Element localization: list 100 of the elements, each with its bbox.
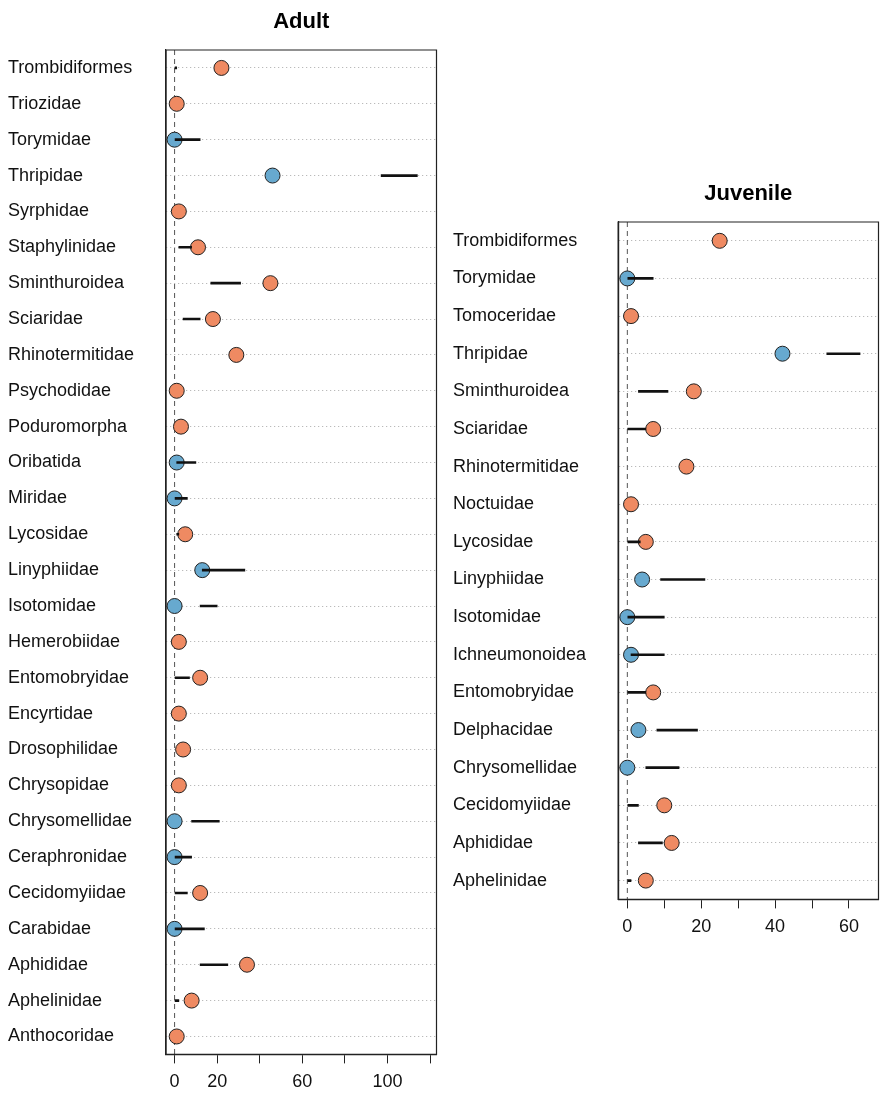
point (685, 383, 702, 400)
point (166, 920, 183, 937)
y-tick-label: Cecidomyiidae (453, 794, 572, 815)
y-tick-label: Isotomidae (453, 606, 542, 627)
bar (174, 999, 180, 1002)
y-tick-label: Entomobryidae (8, 666, 130, 687)
y-tick-label: Delphacidae (453, 719, 554, 740)
y-tick-label: Ichneumonoidea (453, 643, 588, 664)
y-tick-label: Linyphiidae (453, 568, 545, 589)
point (175, 741, 192, 758)
point (183, 992, 200, 1009)
point (192, 884, 209, 901)
point (170, 777, 187, 794)
y-tick-label: Aphelinidae (8, 989, 103, 1010)
y-tick-label: Drosophilidae (8, 738, 119, 759)
y-tick-label: Thripidae (8, 164, 84, 185)
point (190, 239, 206, 256)
point (194, 562, 211, 579)
x-tick-label: 60 (838, 916, 859, 937)
y-tick-label: Sminthuroidea (8, 272, 126, 293)
y-tick-label: Entomobryidae (453, 681, 575, 702)
point (623, 308, 640, 325)
y-tick-label: Oribatida (8, 451, 83, 472)
bar (174, 497, 188, 500)
y-tick-label: Aphelinidae (453, 869, 548, 890)
point (168, 382, 185, 399)
y-tick-label: Syrphidae (8, 200, 90, 221)
y-tick-label: Staphylinidae (8, 236, 117, 257)
y-tick-label: Poduromorpha (8, 415, 129, 436)
y-tick-label: Aphididae (453, 831, 534, 852)
bar (660, 578, 706, 581)
point (168, 95, 185, 112)
point (711, 232, 728, 249)
point (228, 346, 245, 363)
point (619, 759, 636, 776)
point (645, 420, 662, 437)
point (213, 59, 230, 76)
y-tick-label: Anthocoridae (8, 1025, 115, 1046)
bar (630, 653, 665, 657)
point (204, 311, 221, 328)
y-tick-label: Thripidae (453, 342, 529, 363)
y-tick-label: Ceraphronidae (8, 846, 128, 867)
y-tick-label: Lycosidae (453, 530, 534, 551)
y-tick-label: Chrysopidae (8, 774, 110, 795)
bar (174, 138, 201, 142)
point (170, 633, 187, 650)
x-tick-label: 60 (292, 1071, 313, 1092)
bar (176, 532, 180, 536)
y-tick-label: Tomoceridae (453, 305, 557, 326)
x-tick-label: 100 (372, 1071, 403, 1092)
y-tick-label: Sciaridae (453, 417, 529, 438)
point (177, 526, 194, 543)
bar (174, 676, 190, 680)
y-tick-label: Encyrtidae (8, 702, 94, 723)
point (166, 849, 183, 866)
bar (627, 879, 632, 882)
point (637, 872, 654, 889)
bar (627, 691, 647, 694)
bar (627, 803, 639, 807)
point (634, 571, 651, 588)
point (238, 956, 255, 973)
point (623, 496, 640, 513)
bar (638, 390, 669, 393)
y-tick-label: Cecidomyiidae (8, 881, 127, 902)
y-tick-label: Noctuidae (453, 493, 535, 514)
y-tick-label: Aphididae (8, 953, 89, 974)
y-tick-label: Lycosidae (8, 523, 89, 544)
chart-title: Juvenile (704, 180, 793, 205)
y-tick-label: Chrysomellidae (8, 810, 133, 831)
point (170, 705, 187, 722)
point (262, 275, 279, 292)
bar (826, 352, 861, 356)
point (774, 345, 791, 362)
bar (191, 819, 220, 823)
point (172, 418, 189, 435)
bar (627, 277, 654, 280)
point (170, 203, 187, 220)
y-tick-label: Psychodidae (8, 379, 112, 400)
point (645, 684, 662, 701)
y-tick-label: Trombidiformes (8, 56, 133, 77)
y-tick-label: Linyphiidae (8, 559, 100, 580)
point (166, 598, 183, 615)
point (168, 1028, 185, 1045)
bar (199, 963, 229, 967)
point (264, 167, 281, 184)
y-tick-label: Sciaridae (8, 308, 84, 328)
x-tick-label: 0 (169, 1071, 180, 1092)
point (192, 669, 209, 686)
y-tick-label: Isotomidae (8, 594, 97, 615)
point (630, 722, 647, 739)
y-tick-label: Chrysomellidae (453, 756, 578, 777)
point (656, 797, 673, 814)
point (637, 533, 654, 550)
bar (645, 766, 680, 770)
x-tick-label: 40 (765, 916, 786, 937)
y-tick-label: Hemerobiidae (8, 630, 121, 651)
y-tick-label: Triozidae (8, 92, 82, 113)
point (678, 458, 695, 475)
x-tick-label: 20 (207, 1071, 228, 1092)
bar (178, 245, 192, 249)
